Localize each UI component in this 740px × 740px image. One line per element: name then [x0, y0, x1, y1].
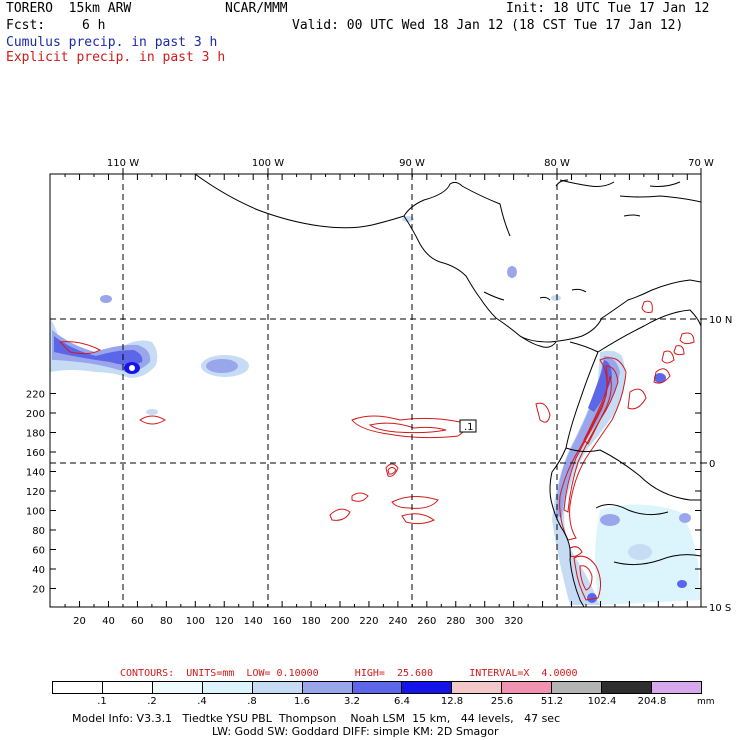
legend-label: 102.4: [587, 696, 617, 707]
x-tick-label: 200: [330, 616, 349, 627]
y-tick-label: 20: [32, 585, 45, 596]
legend-label: 204.8: [637, 696, 667, 707]
longitude-labels: 110 W 100 W 90 W 80 W 70 W: [107, 158, 714, 169]
legend-label: 6.4: [394, 696, 410, 707]
explicit-precip-contours: [58, 300, 695, 601]
longitude-label: 90 W: [399, 158, 425, 169]
legend-swatch: [452, 682, 503, 693]
x-tick-label: 240: [388, 616, 407, 627]
coastlines: [194, 174, 701, 607]
y-tick-label: 220: [26, 390, 45, 401]
x-tick-label: 20: [73, 616, 86, 627]
init-time: Init: 18 UTC Tue 17 Jan 12: [506, 1, 710, 16]
x-tick-label: 100: [186, 616, 205, 627]
y-tick-label: 60: [32, 546, 45, 557]
x-tick-label: 120: [215, 616, 234, 627]
max-value-box: [459, 419, 477, 433]
legend-swatch: [53, 682, 103, 693]
legend-swatch: [402, 682, 453, 693]
model-info-line: Model Info: V3.3.1 Tiedtke YSU PBL Thomp…: [72, 712, 561, 725]
legend-swatch: [152, 682, 203, 693]
max-value-label: .1: [464, 422, 474, 433]
legend-swatch: [302, 682, 353, 693]
legend-label: .4: [197, 696, 207, 707]
longitude-label: 110 W: [107, 158, 139, 169]
x-tick-label: 40: [102, 616, 115, 627]
legend-label: 12.8: [440, 696, 464, 707]
cumulus-precip-title: Cumulus precip. in past 3 h: [6, 35, 218, 50]
x-tick-label: 220: [359, 616, 378, 627]
legend-label: 51.2: [540, 696, 564, 707]
legend-label: .8: [247, 696, 257, 707]
legend-label: 1.6: [294, 696, 310, 707]
legend-label: .2: [147, 696, 157, 707]
legend-swatch: [202, 682, 253, 693]
forecast-hour: 6 h: [82, 18, 106, 33]
x-tick-label: 280: [446, 616, 465, 627]
legend-swatch: [502, 682, 553, 693]
x-tick-label: 160: [273, 616, 292, 627]
map-background: [50, 174, 701, 607]
legend-swatch: [252, 682, 303, 693]
valid-time: Valid: 00 UTC Wed 18 Jan 12 (18 CST Tue …: [292, 18, 684, 33]
y-tick-label: 160: [26, 448, 45, 459]
physics-info-line: LW: Godd SW: Goddard DIFF: simple KM: 2D…: [212, 725, 499, 738]
axis-tick-marks: [50, 168, 707, 608]
map-frame: [49, 173, 702, 608]
latitude-label: 10 S: [709, 603, 731, 614]
cumulus-precip-areas: [50, 216, 700, 605]
x-tick-label: 180: [302, 616, 321, 627]
longitude-label: 70 W: [688, 158, 714, 169]
legend-label: 25.6: [490, 696, 514, 707]
y-tick-label: 40: [32, 565, 45, 576]
legend-swatch: [602, 682, 653, 693]
legend-label: 3.2: [344, 696, 360, 707]
color-legend-labels: .1 .2 .4 .8 1.6 3.2 6.4 12.8 25.6 51.2 102.4 204.8: [52, 696, 702, 708]
organization-label: NCAR/MMM: [225, 1, 288, 16]
legend-label: .1: [97, 696, 107, 707]
legend-swatch: [652, 682, 701, 693]
model-title: TORERO 15km ARW: [6, 1, 132, 16]
legend-swatch: [352, 682, 403, 693]
y-tick-label: 100: [26, 507, 45, 518]
contour-info: CONTOURS: UNITS=mm LOW= 0.10000 HIGH= 25…: [120, 668, 578, 679]
y-tick-label: 180: [26, 429, 45, 440]
y-axis-labels: 20 40 60 80 100 120 140 160 180 200 220: [26, 390, 45, 596]
x-axis-labels: 20 40 60 80 100 120 140 160 180 200 220 240 260 280 30…: [73, 616, 523, 627]
latitude-labels: 10 N 0 10 S: [709, 315, 732, 614]
legend-swatch: [102, 682, 153, 693]
x-tick-label: 320: [504, 616, 523, 627]
legend-swatch: [552, 682, 603, 693]
explicit-precip-title: Explicit precip. in past 3 h: [6, 50, 226, 65]
y-tick-label: 200: [26, 409, 45, 420]
longitude-label: 100 W: [252, 158, 284, 169]
forecast-label: Fcst:: [6, 18, 46, 33]
latitude-label: 0: [709, 459, 715, 470]
x-tick-label: 260: [417, 616, 436, 627]
x-tick-label: 140: [244, 616, 263, 627]
y-tick-label: 120: [26, 487, 45, 498]
x-tick-label: 80: [160, 616, 173, 627]
legend-units: mm: [697, 697, 715, 707]
y-tick-label: 140: [26, 468, 45, 479]
longitude-label: 80 W: [544, 158, 570, 169]
latitude-label: 10 N: [709, 315, 732, 326]
x-tick-label: 300: [475, 616, 494, 627]
color-legend-bar: [52, 681, 702, 694]
y-tick-label: 80: [32, 526, 45, 537]
graticule: [50, 174, 701, 607]
x-tick-label: 60: [131, 616, 144, 627]
